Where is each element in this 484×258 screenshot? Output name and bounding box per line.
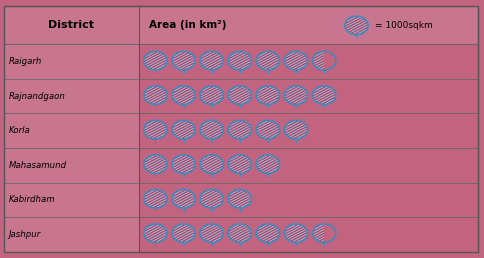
Text: District: District (48, 20, 94, 30)
Bar (4, 44, 138, 79)
Bar (4, 114, 138, 148)
Ellipse shape (171, 224, 195, 243)
Ellipse shape (256, 155, 279, 174)
Ellipse shape (284, 51, 307, 70)
Ellipse shape (227, 155, 251, 174)
Bar (4, 148, 138, 182)
Ellipse shape (143, 86, 166, 104)
Text: Rajnandgaon: Rajnandgaon (9, 92, 65, 101)
Ellipse shape (143, 155, 166, 174)
Ellipse shape (256, 224, 279, 243)
Ellipse shape (199, 51, 223, 70)
Ellipse shape (171, 120, 195, 139)
Bar (4, 6, 477, 44)
Bar (138, 44, 477, 79)
Ellipse shape (199, 86, 223, 104)
Ellipse shape (284, 120, 307, 139)
Bar (138, 148, 477, 182)
Ellipse shape (256, 51, 279, 70)
Ellipse shape (227, 189, 251, 208)
Ellipse shape (171, 86, 195, 104)
Ellipse shape (143, 120, 166, 139)
Text: shed: shed (363, 170, 440, 228)
Text: = 1000sqkm: = 1000sqkm (375, 21, 432, 30)
Bar (4, 79, 138, 114)
Ellipse shape (227, 224, 251, 243)
Ellipse shape (143, 189, 166, 208)
Bar (138, 217, 477, 252)
Ellipse shape (171, 155, 195, 174)
Bar (323, 50, 340, 71)
Ellipse shape (256, 120, 279, 139)
Bar (138, 79, 477, 114)
Ellipse shape (256, 86, 279, 104)
Ellipse shape (284, 86, 307, 104)
Text: Raigarh: Raigarh (9, 57, 42, 66)
Text: Korla: Korla (9, 126, 30, 135)
Ellipse shape (171, 51, 195, 70)
Bar (138, 114, 477, 148)
Ellipse shape (312, 224, 335, 243)
Ellipse shape (227, 120, 251, 139)
Text: Kabirdham: Kabirdham (9, 195, 55, 204)
Text: Jashpur: Jashpur (9, 230, 41, 239)
Ellipse shape (312, 86, 335, 104)
Ellipse shape (143, 224, 166, 243)
Ellipse shape (227, 51, 251, 70)
Bar (323, 223, 340, 244)
Ellipse shape (199, 189, 223, 208)
Bar (4, 182, 138, 217)
Ellipse shape (199, 120, 223, 139)
Ellipse shape (171, 189, 195, 208)
Ellipse shape (199, 155, 223, 174)
Ellipse shape (199, 224, 223, 243)
Ellipse shape (284, 224, 307, 243)
Ellipse shape (312, 51, 335, 70)
Text: Mahasamund: Mahasamund (9, 161, 67, 170)
Ellipse shape (344, 16, 367, 35)
Bar (138, 182, 477, 217)
Text: Area (in km²): Area (in km²) (148, 20, 226, 30)
Ellipse shape (227, 86, 251, 104)
Ellipse shape (143, 51, 166, 70)
Bar (4, 217, 138, 252)
